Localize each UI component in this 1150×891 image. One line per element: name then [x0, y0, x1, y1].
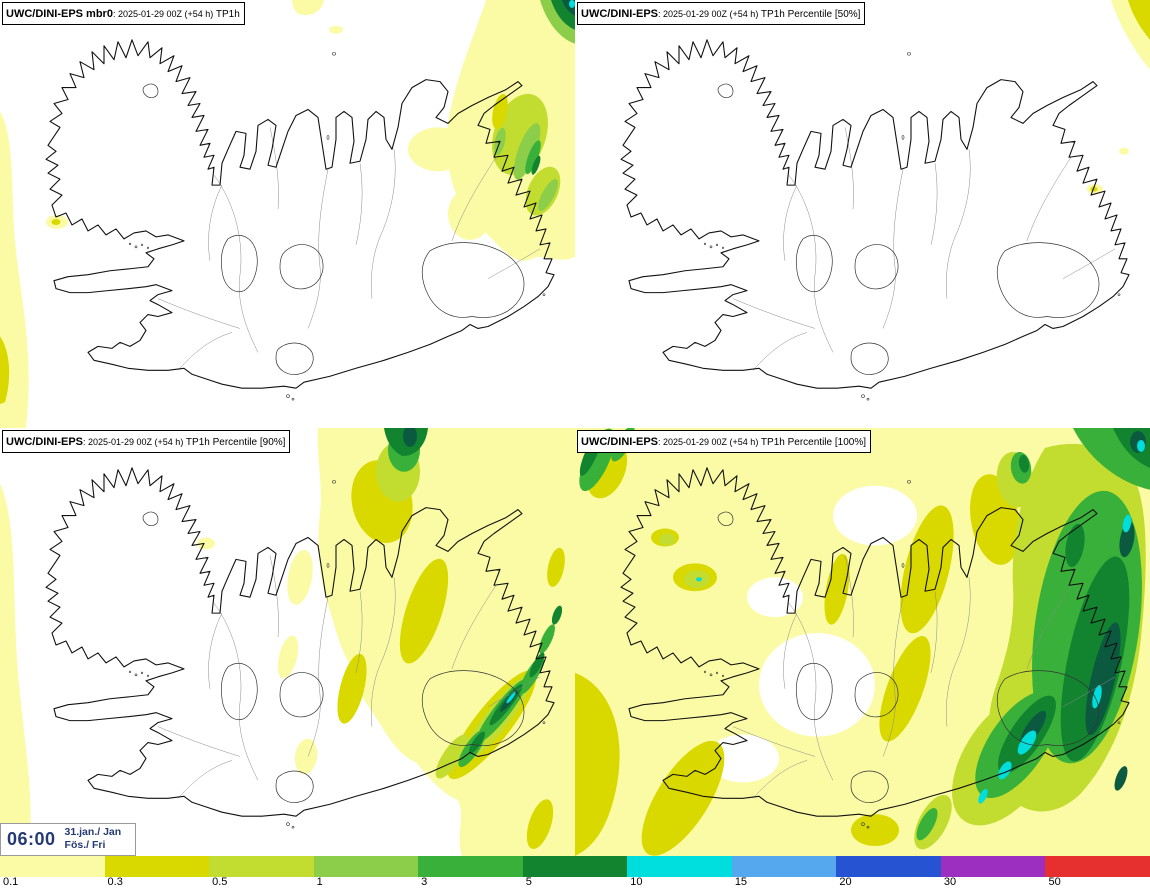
colorbar-segment: [836, 856, 941, 877]
panel-title-run: : 2025-01-29 00Z (+54 h): [112, 9, 214, 19]
iceland-map-percentile-50: [620, 0, 1150, 401]
precip-shading: [1087, 0, 1150, 195]
forecast-maps-grid: UWC/DINI-EPS mbr0: 2025-01-29 00Z (+54 h…: [0, 0, 1150, 856]
colorbar-tick-label: 30: [943, 876, 957, 888]
map-panel-percentile-50: UWC/DINI-EPS: 2025-01-29 00Z (+54 h) TP1…: [575, 0, 1150, 428]
panel-title-field: TP1h Percentile [100%]: [758, 437, 866, 448]
panel-title-field: TP1h: [213, 9, 240, 20]
panel-title-run: : 2025-01-29 00Z (+54 h): [83, 437, 184, 447]
panel-title: UWC/DINI-EPS mbr0: 2025-01-29 00Z (+54 h…: [2, 2, 245, 26]
panel-title-product: UWC/DINI-EPS mbr0: [6, 8, 113, 20]
colorbar-segment: [1045, 856, 1150, 877]
valid-weekday-line: Fös./ Fri: [64, 839, 106, 852]
colorbar-tick-label: 50: [1048, 876, 1061, 888]
precipitation-colorbar: [0, 856, 1150, 877]
valid-time: 06:00: [7, 828, 56, 849]
panel-title: UWC/DINI-EPS: 2025-01-29 00Z (+54 h) TP1…: [577, 2, 866, 26]
valid-date-line: 31.jan./ Jan: [64, 825, 122, 838]
valid-date: 31.jan./ Jan Fös./ Fri: [65, 826, 122, 853]
colorbar-segment: [104, 856, 210, 877]
panel-title-field: TP1h Percentile [90%]: [183, 437, 286, 448]
precip-shading: [0, 0, 575, 428]
colorbar-tick-label: 10: [630, 876, 643, 888]
iceland-map-member-0: [0, 0, 575, 428]
colorbar-segment: [522, 856, 628, 877]
panel-title-product: UWC/DINI-EPS: [581, 436, 658, 448]
panel-title-product: UWC/DINI-EPS: [581, 8, 658, 20]
colorbar-tick-label: 15: [734, 876, 748, 888]
map-panel-percentile-90: UWC/DINI-EPS: 2025-01-29 00Z (+54 h) TP1…: [0, 428, 575, 856]
colorbar-tick-label: 1: [316, 876, 323, 888]
colorbar-segment: [0, 856, 105, 877]
colorbar-tick-label: 3: [421, 876, 428, 888]
panel-title-run: : 2025-01-29 00Z (+54 h): [658, 437, 759, 447]
panel-title-run: : 2025-01-29 00Z (+54 h): [658, 9, 759, 19]
panel-title-product: UWC/DINI-EPS: [6, 436, 83, 448]
colorbar-tick-label: 0.1: [3, 876, 19, 888]
panel-title-field: TP1h Percentile [50%]: [758, 9, 861, 20]
colorbar-segment: [313, 856, 419, 877]
panel-title: UWC/DINI-EPS: 2025-01-29 00Z (+54 h) TP1…: [2, 430, 291, 454]
colorbar-tick-label: 20: [839, 876, 852, 888]
precip-shading: [0, 428, 575, 856]
iceland-map-percentile-90: [0, 428, 575, 856]
colorbar-segment: [418, 856, 523, 877]
map-panel-member-0: UWC/DINI-EPS mbr0: 2025-01-29 00Z (+54 h…: [0, 0, 575, 428]
colorbar-tick-label: 5: [525, 876, 532, 888]
colorbar-segment: [627, 856, 732, 877]
precipitation-legend: 0.1 0.3 0.5 1 3 5 10 15 20 30 50: [0, 856, 1150, 891]
colorbar-tick-label: 0.5: [212, 876, 228, 888]
colorbar-tick-labels: 0.1 0.3 0.5 1 3 5 10 15 20 30 50: [0, 876, 1150, 891]
colorbar-tick-label: 0.3: [107, 876, 123, 888]
iceland-map-percentile-100: [575, 428, 1150, 856]
valid-time-box: 06:00 31.jan./ Jan Fös./ Fri: [0, 822, 137, 856]
colorbar-segment: [209, 856, 314, 877]
colorbar-segment: [731, 856, 837, 877]
precip-shading: [575, 428, 1150, 856]
panel-title: UWC/DINI-EPS: 2025-01-29 00Z (+54 h) TP1…: [577, 430, 871, 454]
colorbar-segment: [940, 856, 1046, 877]
map-panel-percentile-100: UWC/DINI-EPS: 2025-01-29 00Z (+54 h) TP1…: [575, 428, 1150, 856]
